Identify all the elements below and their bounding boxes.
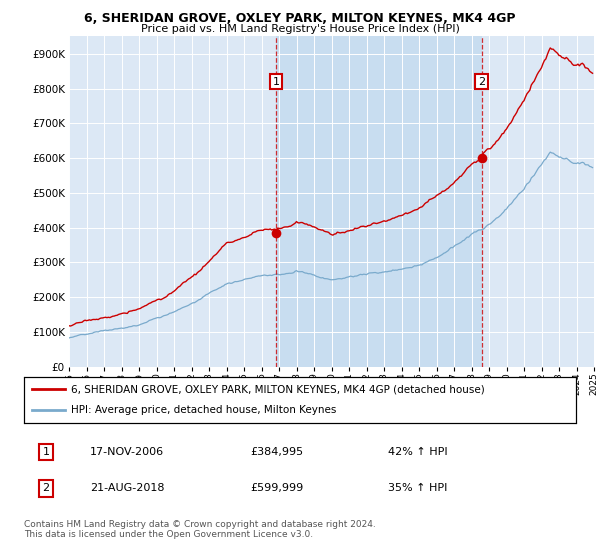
Text: 6, SHERIDAN GROVE, OXLEY PARK, MILTON KEYNES, MK4 4GP: 6, SHERIDAN GROVE, OXLEY PARK, MILTON KE… bbox=[84, 12, 516, 25]
Text: HPI: Average price, detached house, Milton Keynes: HPI: Average price, detached house, Milt… bbox=[71, 405, 336, 416]
Text: 1: 1 bbox=[272, 77, 280, 87]
Text: 1: 1 bbox=[43, 447, 50, 457]
Text: Price paid vs. HM Land Registry's House Price Index (HPI): Price paid vs. HM Land Registry's House … bbox=[140, 24, 460, 34]
Bar bbox=[276, 36, 482, 367]
Text: 17-NOV-2006: 17-NOV-2006 bbox=[90, 447, 164, 457]
Text: 42% ↑ HPI: 42% ↑ HPI bbox=[388, 447, 448, 457]
Text: 2: 2 bbox=[43, 483, 50, 493]
Text: £599,999: £599,999 bbox=[250, 483, 304, 493]
Text: 21-AUG-2018: 21-AUG-2018 bbox=[90, 483, 165, 493]
Text: 35% ↑ HPI: 35% ↑ HPI bbox=[388, 483, 448, 493]
Text: Contains HM Land Registry data © Crown copyright and database right 2024.
This d: Contains HM Land Registry data © Crown c… bbox=[24, 520, 376, 539]
Text: £384,995: £384,995 bbox=[250, 447, 304, 457]
Text: 2: 2 bbox=[478, 77, 485, 87]
Text: 6, SHERIDAN GROVE, OXLEY PARK, MILTON KEYNES, MK4 4GP (detached house): 6, SHERIDAN GROVE, OXLEY PARK, MILTON KE… bbox=[71, 384, 485, 394]
